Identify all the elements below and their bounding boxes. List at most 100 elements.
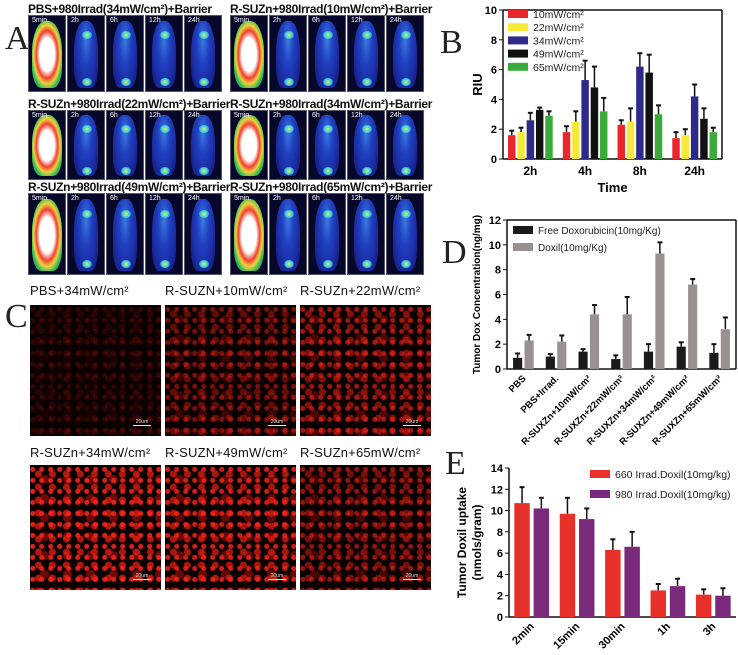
timepoint-label: 24h <box>390 112 402 119</box>
y-tick-label: 4 <box>497 569 504 581</box>
signal-spot <box>82 167 92 175</box>
bar <box>617 124 625 159</box>
bar <box>559 513 576 617</box>
legend-label: Doxil(10mg/Kg) <box>538 243 607 254</box>
bar <box>645 72 653 159</box>
legend-label: 980 Irrad.Doxil(10mg/kg) <box>615 489 731 501</box>
timepoint-label: 12h <box>149 195 161 202</box>
chart-b-riu: 0 2 4 6 8 10 2h 4h 8h 24h Time RIU 10mW/cm²22mW/cm²3… <box>470 5 723 195</box>
bar <box>655 253 665 369</box>
bar <box>695 594 712 617</box>
timepoint-label: 5min <box>234 17 250 24</box>
y-tick-label: 10 <box>489 240 501 252</box>
mouse-fluorescence-image: 2h <box>269 193 307 275</box>
legend-swatch <box>590 490 610 498</box>
y-axis-label: RIU <box>470 73 485 95</box>
mouse-fluorescence-image: 5min <box>28 15 66 92</box>
y-tick-label: 8 <box>497 527 503 539</box>
timepoint-label: 2h <box>71 112 79 119</box>
mouse-fluorescence-image: 24h <box>386 110 424 180</box>
mouse-body <box>31 198 63 271</box>
bar <box>700 118 708 159</box>
timepoint-label: 24h <box>390 195 402 202</box>
bar <box>654 114 663 159</box>
signal-spot <box>82 259 92 268</box>
signal-spot <box>160 31 170 40</box>
bar <box>676 346 686 369</box>
signal-spot <box>401 167 411 175</box>
mouse-body <box>31 20 63 88</box>
chart-d-tumor-dox: 024681012PBSPBS+Irrad.R-SUXZn+10mW/cm²R-… <box>472 215 737 448</box>
bar <box>605 549 621 617</box>
signal-spot <box>401 125 411 133</box>
signal-spot <box>284 31 294 40</box>
legend-label: 660 Irrad.Doxil(10mg/kg) <box>615 469 731 481</box>
signal-spot <box>284 210 294 219</box>
legend-label: Free Doxorubicin(10mg/Kg) <box>538 226 661 237</box>
mouse-fluorescence-image: 5min <box>230 110 268 180</box>
x-tick-label: 2h <box>523 164 537 178</box>
signal-spot <box>362 125 372 133</box>
mouse-fluorescence-image: 12h <box>145 110 183 180</box>
panel-label-c: C <box>5 298 28 335</box>
x-tick-label: 15min <box>551 620 582 651</box>
bar <box>690 96 699 159</box>
timepoint-label: 2h <box>71 17 79 24</box>
mouse-body <box>113 115 137 177</box>
bar <box>535 109 544 159</box>
scale-bar: 20um <box>268 419 286 426</box>
y-axis-label: Tumor Doxil uptake <box>455 487 469 598</box>
signal-spot <box>82 210 92 219</box>
mouse-body <box>315 115 339 177</box>
signal-spot <box>82 77 92 86</box>
mouse-fluorescence-image: 12h <box>347 193 385 275</box>
bar <box>709 132 717 159</box>
bar <box>681 135 690 159</box>
x-axis-label: Time <box>597 180 627 195</box>
confocal-title: R-SUZN+49mW/cm² <box>165 445 288 460</box>
imaging-group-title: R-SUZn+980Irrad(10mW/cm²)+Barrier <box>230 2 433 16</box>
signal-spot <box>160 167 170 175</box>
timepoint-label: 24h <box>188 112 200 119</box>
bar <box>513 357 523 369</box>
mouse-fluorescence-image: 24h <box>386 15 424 92</box>
panel-label-b: B <box>440 24 463 61</box>
mouse-fluorescence-image: 6h <box>308 15 346 92</box>
timepoint-label: 2h <box>273 112 281 119</box>
bar <box>508 135 516 159</box>
imaging-group-title: R-SUZn+980Irrad(22mW/cm²)+Barrier <box>28 97 231 111</box>
mouse-body <box>74 115 98 177</box>
legend-label: 49mW/cm² <box>533 49 584 61</box>
mouse-body <box>315 198 339 271</box>
mouse-fluorescence-image: 2h <box>67 110 105 180</box>
y-tick-label: 0 <box>497 612 503 624</box>
bar <box>533 508 550 617</box>
signal-spot <box>121 77 131 86</box>
mouse-body <box>393 20 417 88</box>
bar <box>626 121 635 159</box>
signal-spot <box>121 167 131 175</box>
bar <box>572 121 580 159</box>
panel-label-d: D <box>442 234 467 271</box>
signal-spot <box>362 31 372 40</box>
mouse-body <box>276 20 300 88</box>
confocal-title: R-SUZn+65mW/cm² <box>300 445 421 460</box>
x-tick-label: 2min <box>510 620 537 647</box>
mouse-body <box>74 20 98 88</box>
signal-spot <box>199 259 209 268</box>
confocal-title: R-SUZN+10mW/cm² <box>165 283 288 298</box>
confocal-title: PBS+34mW/cm² <box>30 283 129 298</box>
bar <box>589 314 600 369</box>
mouse-fluorescence-image: 24h <box>184 110 222 180</box>
y-tick-label: 4 <box>491 94 498 106</box>
signal-spot <box>284 125 294 133</box>
signal-spot <box>401 210 411 219</box>
mouse-body <box>233 115 265 177</box>
signal-spot <box>199 167 209 175</box>
mouse-body <box>191 20 215 88</box>
mouse-fluorescence-image: 12h <box>347 110 385 180</box>
timepoint-label: 5min <box>234 195 250 202</box>
signal-spot <box>160 125 170 133</box>
bar <box>715 595 731 617</box>
x-tick-label: 8h <box>633 164 647 178</box>
